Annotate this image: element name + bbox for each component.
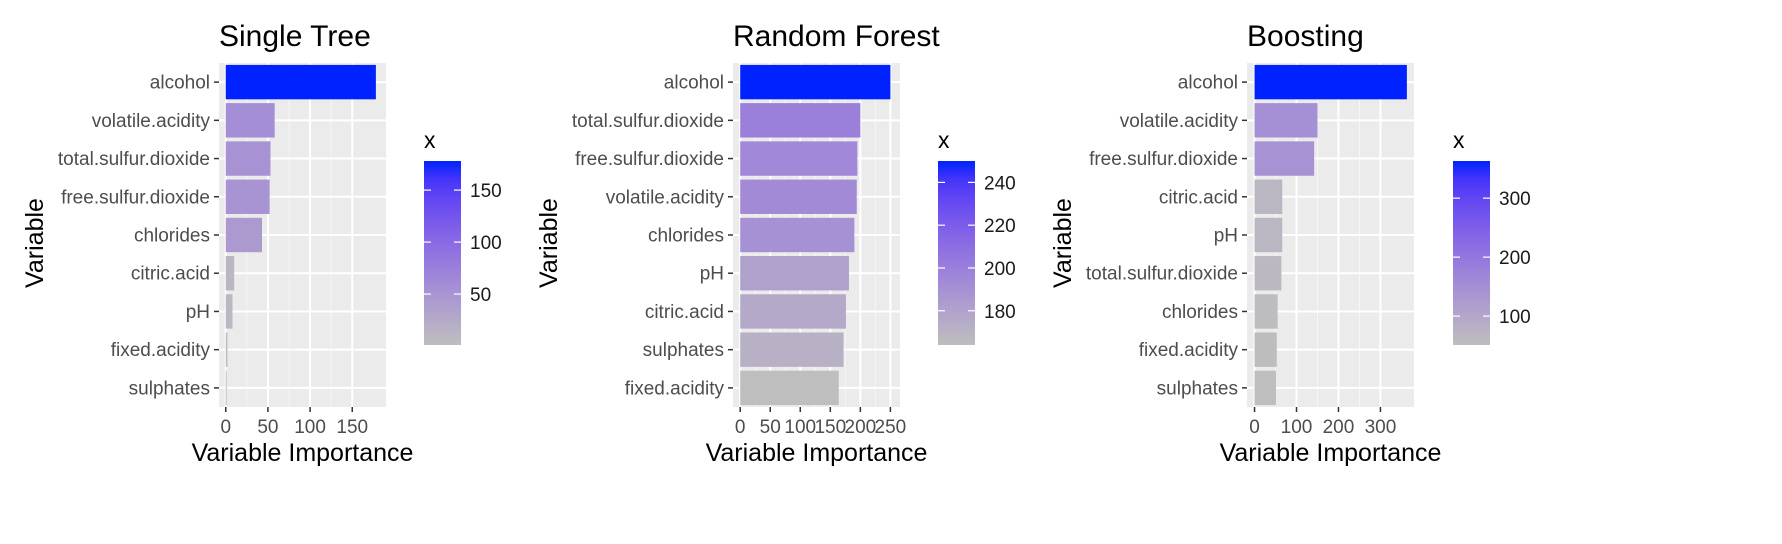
y-tick-label: citric.acid [131,264,210,285]
y-axis-title: Variable [535,198,563,288]
legend-tick-label: 240 [984,173,1016,194]
x-tick-label: 300 [1365,417,1397,438]
panel-title: Boosting [1247,20,1364,53]
y-axis-title: Variable [21,198,49,288]
bar-fixed-acidity [740,370,839,406]
bar-pH [1254,217,1283,253]
y-tick-label: alcohol [150,73,210,94]
legend-colorbar [424,161,461,345]
y-tick-label: total.sulfur.dioxide [1086,264,1238,285]
bar-total-sulfur-dioxide [1254,256,1282,291]
legend-tick-label: 200 [1499,248,1531,269]
y-tick-label: free.sulfur.dioxide [575,149,724,170]
bar-alcohol [225,64,376,100]
bar-citric-acid [1254,179,1283,214]
y-tick-label: sulphates [129,378,210,399]
x-tick-label: 0 [735,417,746,438]
panel-title: Random Forest [733,20,940,53]
legend-tick-label: 50 [470,285,491,306]
y-tick-label: pH [186,302,210,323]
bar-chlorides [740,217,855,253]
y-tick-label: volatile.acidity [606,187,725,208]
bar-free-sulfur-dioxide [225,179,270,214]
x-tick-label: 100 [294,417,326,438]
x-tick-label: 50 [760,417,781,438]
bar-fixed-acidity [225,332,228,367]
legend-tick-label: 100 [1499,307,1531,328]
y-tick-label: sulphates [643,340,724,361]
legend-colorbar [1453,161,1490,345]
y-tick-label: fixed.acidity [1139,340,1239,361]
y-tick-label: total.sulfur.dioxide [58,149,210,170]
y-tick-label: chlorides [134,226,210,247]
legend-tick-label: 300 [1499,189,1531,210]
x-axis-title: Variable Importance [706,439,928,467]
bar-sulphates [225,370,227,406]
legend-title: x [938,127,950,153]
y-tick-label: pH [1214,226,1238,247]
y-tick-label: citric.acid [645,302,724,323]
x-tick-label: 0 [1249,417,1260,438]
bar-sulphates [1254,370,1276,406]
y-tick-label: volatile.acidity [92,111,211,132]
bar-total-sulfur-dioxide [740,103,861,138]
y-tick-label: fixed.acidity [625,378,725,399]
panel-3: Boosting alcohol volatile.acidity free.sulf… [1049,20,1531,467]
y-tick-label: alcohol [664,73,724,94]
y-tick-label: alcohol [1178,73,1238,94]
y-tick-label: free.sulfur.dioxide [61,187,210,208]
x-tick-label: 100 [1281,417,1313,438]
y-tick-label: chlorides [1162,302,1238,323]
legend-title: x [424,127,436,153]
legend-colorbar [938,161,975,345]
x-tick-label: 100 [784,417,816,438]
y-tick-label: total.sulfur.dioxide [572,111,724,132]
legend-title: x [1453,127,1465,153]
panel-2: Random Forest alcohol total.sulfur.dioxide… [535,20,1016,467]
x-tick-label: 50 [257,417,278,438]
x-tick-label: 250 [875,417,907,438]
x-tick-label: 150 [814,417,846,438]
bar-fixed-acidity [1254,332,1277,367]
panel-1: Single Tree alcohol volatile.acidity total.… [21,20,502,467]
x-tick-label: 200 [1323,417,1355,438]
bar-pH [225,294,233,329]
bar-chlorides [1254,294,1278,329]
legend-tick-label: 150 [470,181,502,202]
y-tick-label: volatile.acidity [1120,111,1239,132]
panel-title: Single Tree [219,20,371,53]
bar-volatile-acidity [740,179,857,214]
y-tick-label: chlorides [648,226,724,247]
x-tick-label: 200 [845,417,877,438]
bar-free-sulfur-dioxide [740,141,858,176]
bar-total-sulfur-dioxide [225,141,271,176]
bar-citric-acid [740,294,846,329]
x-axis-title: Variable Importance [1220,439,1442,467]
y-tick-label: sulphates [1157,378,1238,399]
x-tick-label: 150 [336,417,368,438]
bar-alcohol [740,64,891,100]
bar-chlorides [225,217,263,253]
bar-pH [740,256,849,291]
y-tick-label: citric.acid [1159,187,1238,208]
bar-sulphates [740,332,844,367]
y-tick-label: free.sulfur.dioxide [1089,149,1238,170]
legend-tick-label: 100 [470,233,502,254]
x-tick-label: 0 [220,417,231,438]
bar-citric-acid [225,256,235,291]
bar-alcohol [1254,64,1407,100]
legend-tick-label: 200 [984,259,1016,280]
y-tick-label: fixed.acidity [111,340,211,361]
y-tick-label: pH [700,264,724,285]
y-axis-title: Variable [1049,198,1077,288]
bar-volatile-acidity [225,103,275,138]
bar-free-sulfur-dioxide [1254,141,1315,176]
bar-volatile-acidity [1254,103,1318,138]
x-axis-title: Variable Importance [192,439,414,467]
legend-tick-label: 220 [984,216,1016,237]
legend-tick-label: 180 [984,302,1016,323]
